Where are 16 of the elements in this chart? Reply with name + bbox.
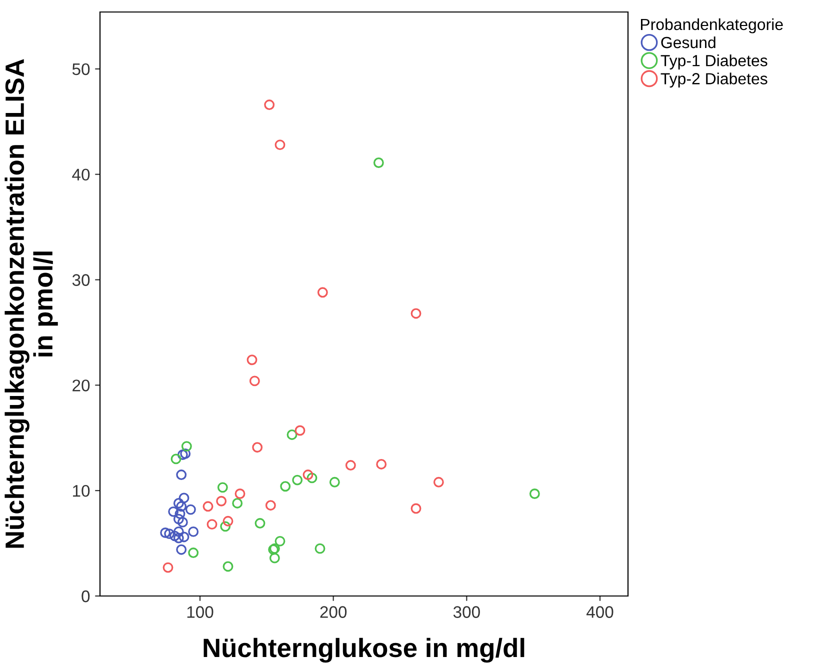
y-axis-title: Nüchternglukagonkonzentration ELISA in pmol/l xyxy=(4,59,58,548)
x-tick-label: 400 xyxy=(586,606,614,618)
legend-label: Gesund xyxy=(661,36,716,48)
legend-label: Typ-1 Diabetes xyxy=(660,54,768,70)
x-tick-label: 200 xyxy=(320,606,347,618)
legend-label: Typ-2 Diabetes xyxy=(660,72,768,88)
y-tick-label: 40 xyxy=(72,168,90,181)
x-tick-label: 300 xyxy=(453,606,480,618)
y-tick-label: 50 xyxy=(72,63,90,76)
legend-title: Probandenkategorie xyxy=(640,18,783,34)
y-tick-label: 10 xyxy=(73,484,90,497)
y-tick-label: 20 xyxy=(72,380,90,392)
y-tick-label: 0 xyxy=(82,590,90,602)
x-tick-label: 100 xyxy=(187,606,214,618)
y-tick-label: 30 xyxy=(72,274,90,286)
x-axis-title: Nüchternglukose in mg/dl xyxy=(204,638,524,663)
